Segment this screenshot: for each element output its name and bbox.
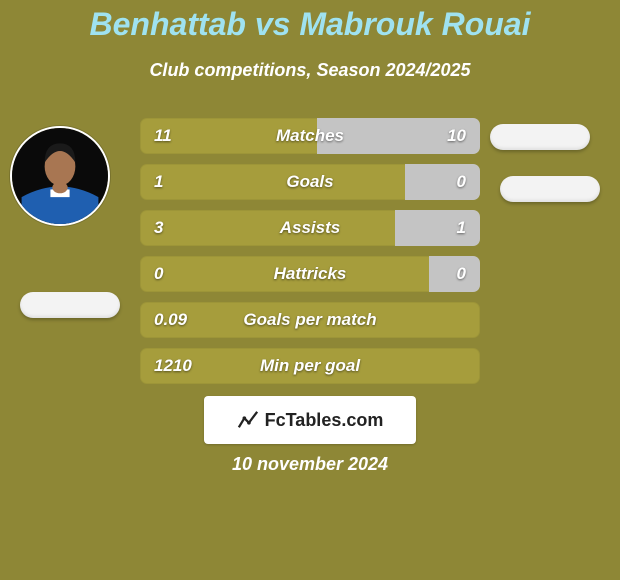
player-left-avatar [10,126,110,226]
avatar-player-icon [12,128,108,224]
stats-panel: 11Matches101Goals03Assists10Hattricks00.… [140,118,480,394]
stat-value-right: 1 [457,218,466,238]
chart-icon [237,409,259,431]
brand-text: FcTables.com [265,410,384,431]
stat-row: 0.09Goals per match [140,302,480,338]
page-title: Benhattab vs Mabrouk Rouai [0,6,620,43]
stat-row: 0Hattricks0 [140,256,480,292]
stat-row: 11Matches10 [140,118,480,154]
player-right-name-pill-2 [500,176,600,202]
subtitle: Club competitions, Season 2024/2025 [0,60,620,81]
stat-label: Goals per match [140,310,480,330]
stat-value-right: 10 [447,126,466,146]
stat-value-right: 0 [457,172,466,192]
brand-badge[interactable]: FcTables.com [204,396,416,444]
stat-label: Assists [140,218,480,238]
player-left-name-pill [20,292,120,318]
stat-row: 1Goals0 [140,164,480,200]
stat-label: Hattricks [140,264,480,284]
comparison-card: Benhattab vs Mabrouk Rouai Club competit… [0,0,620,580]
stat-label: Min per goal [140,356,480,376]
stat-label: Goals [140,172,480,192]
stat-row: 3Assists1 [140,210,480,246]
stat-value-right: 0 [457,264,466,284]
stat-row: 1210Min per goal [140,348,480,384]
stat-label: Matches [140,126,480,146]
snapshot-date: 10 november 2024 [0,454,620,475]
player-right-name-pill-1 [490,124,590,150]
